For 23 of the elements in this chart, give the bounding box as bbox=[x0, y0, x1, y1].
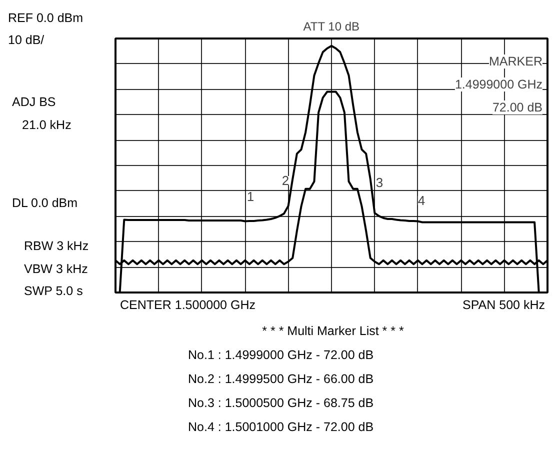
text: SWP 5.0 s bbox=[24, 283, 83, 299]
text: ADJ BS bbox=[12, 94, 56, 110]
annotation: MARKER bbox=[489, 54, 543, 68]
annotation: 1 bbox=[246, 189, 254, 204]
text: REF 0.0 dBm bbox=[8, 10, 84, 26]
text: No.1 : 1.4999000 GHz - 72.00 dB bbox=[188, 347, 374, 363]
annotation: 72.00 dB bbox=[492, 100, 543, 114]
annotation: 4 bbox=[418, 193, 426, 208]
text: DL 0.0 dBm bbox=[12, 195, 78, 211]
text: No.4 : 1.5001000 GHz - 72.00 dB bbox=[188, 419, 374, 435]
text: VBW 3 kHz bbox=[24, 261, 88, 277]
chart-title: ATT 10 dB bbox=[303, 20, 360, 34]
text: CENTER 1.500000 GHz bbox=[120, 297, 256, 313]
text: RBW 3 kHz bbox=[24, 238, 89, 254]
text: * * * Multi Marker List * * * bbox=[262, 323, 404, 339]
annotation: 1.4999000 GHz bbox=[454, 78, 542, 92]
text: 21.0 kHz bbox=[22, 117, 72, 133]
text: 10 dB/ bbox=[8, 32, 44, 48]
annotation: 3 bbox=[376, 175, 384, 190]
text: No.3 : 1.5000500 GHz - 68.75 dB bbox=[188, 395, 374, 411]
text: No.2 : 1.4999500 GHz - 66.00 dB bbox=[188, 371, 374, 387]
text: SPAN 500 kHz bbox=[462, 297, 545, 313]
annotation: 2 bbox=[282, 173, 290, 188]
